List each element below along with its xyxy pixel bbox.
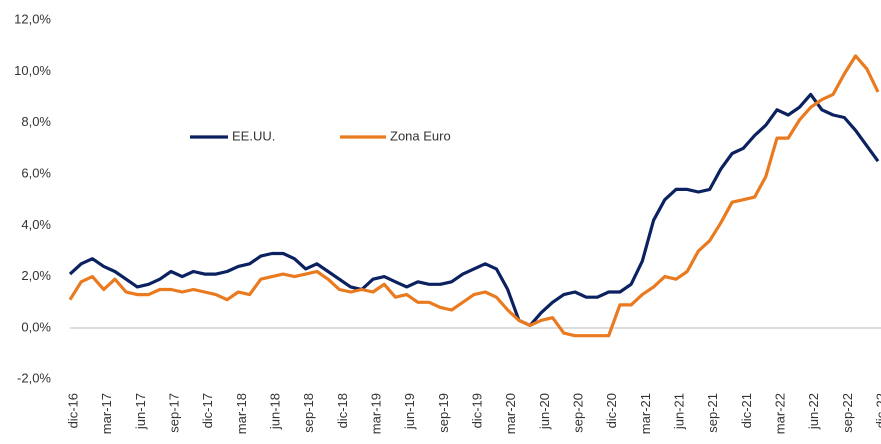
x-tick-label: sep-18 (301, 393, 316, 433)
line-series (68, 54, 880, 338)
legend-label: Zona Euro (390, 128, 451, 143)
x-tick-label: jun-17 (133, 393, 148, 430)
y-tick-label: 2,0% (21, 268, 51, 283)
y-tick-label: 0,0% (21, 319, 51, 334)
x-tick-label: jun-22 (806, 393, 821, 430)
x-tick-label: sep-20 (570, 393, 585, 433)
x-tick-label: jun-18 (267, 393, 282, 430)
x-tick-label: sep-21 (705, 393, 720, 433)
x-tick-label: dic-17 (200, 393, 215, 428)
x-tick-label: dic-22 (873, 393, 881, 428)
x-tick-label: mar-17 (99, 393, 114, 434)
x-tick-label: sep-17 (166, 393, 181, 433)
y-tick-label: -2,0% (17, 371, 51, 386)
x-tick-label: sep-19 (436, 393, 451, 433)
x-tick-label: dic-21 (739, 393, 754, 428)
x-tick-label: jun-20 (537, 393, 552, 430)
x-tick-label: dic-16 (65, 393, 80, 428)
x-tick-label: mar-18 (234, 393, 249, 434)
y-tick-label: 4,0% (21, 217, 51, 232)
x-tick-label: dic-20 (604, 393, 619, 428)
y-tick-label: 8,0% (21, 114, 51, 129)
x-tick-label: sep-22 (840, 393, 855, 433)
x-tick-label: mar-22 (772, 393, 787, 434)
legend-label: EE.UU. (232, 128, 275, 143)
x-tick-label: mar-19 (368, 393, 383, 434)
x-tick-label: jun-21 (671, 393, 686, 430)
y-tick-label: 10,0% (14, 63, 51, 78)
x-tick-label: dic-18 (335, 393, 350, 428)
x-tick-label: jun-19 (402, 393, 417, 430)
line-series (68, 92, 880, 327)
x-tick-label: mar-20 (503, 393, 518, 434)
x-tick-label: dic-19 (469, 393, 484, 428)
y-tick-label: 6,0% (21, 165, 51, 180)
x-tick-label: mar-21 (638, 393, 653, 434)
y-tick-label: 12,0% (14, 11, 51, 26)
